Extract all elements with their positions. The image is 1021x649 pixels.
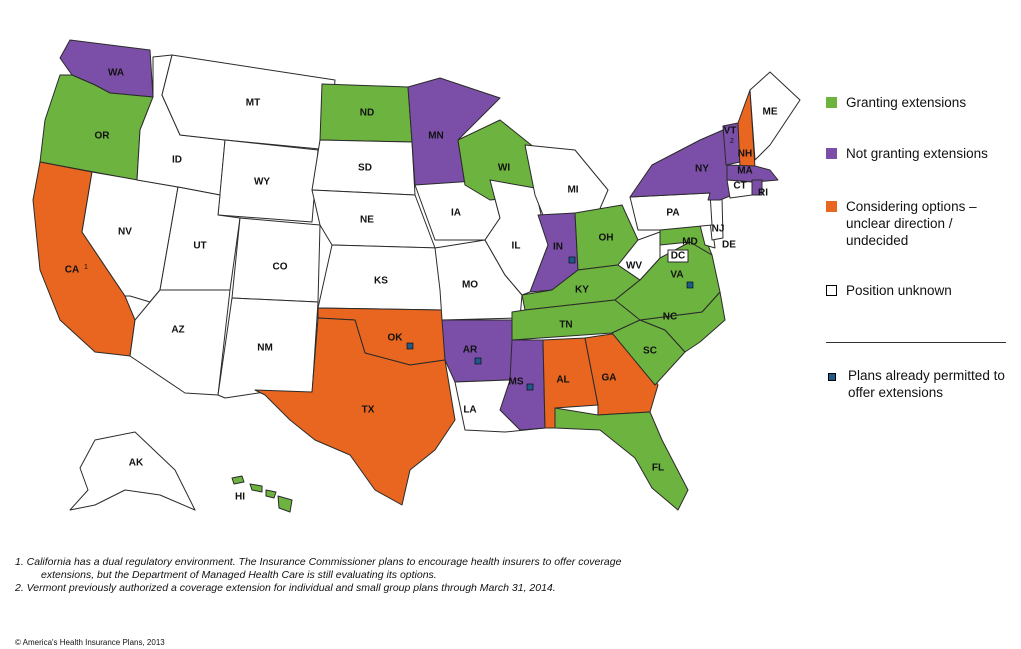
- plan-marker-ms: [526, 383, 534, 391]
- state-label-hi: HI: [235, 492, 245, 503]
- legend-label-considering-line2: unclear direction /: [846, 216, 953, 231]
- legend-swatch-considering: [826, 201, 837, 212]
- state-az: [129, 289, 231, 396]
- state-label-az: AZ: [171, 325, 184, 336]
- legend-swatch-plans: [828, 373, 836, 381]
- state-label-oh: OH: [599, 233, 614, 244]
- state-label-de: DE: [722, 240, 736, 251]
- legend-label-unknown: Position unknown: [846, 283, 952, 298]
- state-label-md: MD: [682, 237, 698, 248]
- state-label-mn: MN: [428, 131, 444, 142]
- legend-label-plans-line1: Plans already permitted to: [848, 368, 1005, 383]
- footnote-1-line2: extensions, but the Department of Manage…: [41, 569, 437, 581]
- legend-label-considering: Considering options – unclear direction …: [846, 198, 977, 249]
- legend-divider: [826, 342, 1006, 343]
- plan-marker-ok: [406, 342, 414, 350]
- state-fl: [554, 407, 689, 511]
- legend-label-considering-line3: undecided: [846, 233, 909, 248]
- plan-marker-ar: [474, 357, 482, 365]
- state-label-ar: AR: [463, 345, 478, 356]
- legend-label-plans-line2: offer extensions: [848, 385, 944, 400]
- state-label-ky: KY: [575, 285, 589, 296]
- state-label-il: IL: [512, 241, 521, 252]
- state-label-pa: PA: [666, 208, 679, 219]
- state-label-mi: MI: [567, 185, 578, 196]
- legend-item-not-granting: Not granting extensions: [826, 145, 988, 162]
- state-ar: [441, 319, 516, 383]
- state-label-ri: RI: [758, 188, 768, 199]
- state-label-al: AL: [556, 375, 569, 386]
- legend-label-not-granting: Not granting extensions: [846, 146, 988, 161]
- state-label-nm: NM: [257, 343, 273, 354]
- legend-item-unknown: Position unknown: [826, 282, 952, 299]
- state-ri: [751, 179, 763, 196]
- state-ak: [69, 431, 196, 511]
- state-label-ny: NY: [695, 164, 709, 175]
- plan-marker-in: [568, 256, 576, 264]
- plan-marker-va: [686, 281, 694, 289]
- state-tx: [254, 317, 456, 506]
- state-label-wa: WA: [108, 68, 124, 79]
- legend-label-considering-line1: Considering options –: [846, 199, 977, 214]
- state-label-va: VA: [670, 270, 683, 281]
- state-ny: [629, 129, 741, 201]
- state-label-dc: DC: [671, 251, 685, 262]
- state-label-ok: OK: [388, 333, 404, 344]
- state-label-wv: WV: [626, 261, 642, 272]
- state-label-ak: AK: [129, 458, 144, 469]
- state-label-id: ID: [172, 155, 182, 166]
- state-label-ms: MS: [509, 377, 524, 388]
- state-label-nd: ND: [360, 108, 374, 119]
- footnote-marker-vt: 2: [730, 138, 734, 145]
- state-label-ct: CT: [733, 181, 746, 192]
- state-label-nv: NV: [118, 227, 132, 238]
- us-map: WA OR CA 1 NV ID MT WY UT AZ CO NM ND SD NE KS OK TX MN IA M…: [32, 39, 801, 513]
- copyright: © America's Health Insurance Plans, 2013: [15, 638, 165, 647]
- legend-item-considering: Considering options – unclear direction …: [826, 198, 977, 249]
- state-label-ma: MA: [737, 166, 753, 177]
- state-label-or: OR: [95, 131, 111, 142]
- state-label-la: LA: [463, 405, 476, 416]
- state-wy: [217, 139, 319, 223]
- state-hi: [231, 475, 293, 513]
- state-label-fl: FL: [652, 463, 664, 474]
- legend-label-granting: Granting extensions: [846, 95, 967, 110]
- footnotes: 1. California has a dual regulatory envi…: [15, 556, 715, 595]
- state-label-tn: TN: [559, 320, 572, 331]
- state-label-sd: SD: [358, 163, 372, 174]
- state-label-tx: TX: [362, 405, 375, 416]
- state-label-ia: IA: [451, 208, 461, 219]
- state-label-nc: NC: [663, 312, 677, 323]
- state-label-ut: UT: [193, 241, 206, 252]
- state-label-ks: KS: [374, 276, 388, 287]
- state-label-vt: VT: [724, 126, 737, 137]
- footnote-2: 2. Vermont previously authorized a cover…: [15, 582, 556, 594]
- state-label-mt: MT: [246, 98, 260, 109]
- legend-item-plans: Plans already permitted to offer extensi…: [826, 367, 1005, 401]
- legend-label-plans: Plans already permitted to offer extensi…: [848, 367, 1005, 401]
- state-label-wy: WY: [254, 177, 270, 188]
- state-label-me: ME: [763, 107, 778, 118]
- state-label-ga: GA: [602, 373, 617, 384]
- state-label-co: CO: [273, 262, 288, 273]
- legend-item-granting: Granting extensions: [826, 94, 966, 111]
- state-label-in: IN: [553, 242, 563, 253]
- state-label-nj: NJ: [712, 224, 725, 235]
- state-dc: [667, 249, 689, 263]
- state-label-ne: NE: [360, 215, 374, 226]
- legend-swatch-granting: [826, 97, 837, 108]
- state-co: [231, 217, 321, 303]
- legend-swatch-unknown: [826, 285, 837, 296]
- state-label-wi: WI: [498, 163, 510, 174]
- legend-swatch-not-granting: [826, 148, 837, 159]
- state-label-sc: SC: [643, 346, 657, 357]
- state-me: [749, 71, 801, 161]
- state-label-ca: CA: [65, 265, 79, 276]
- footnote-marker-ca: 1: [84, 264, 88, 271]
- state-label-mo: MO: [462, 280, 478, 291]
- footnote-1-line1: 1. California has a dual regulatory envi…: [15, 556, 622, 568]
- state-label-nh: NH: [738, 149, 752, 160]
